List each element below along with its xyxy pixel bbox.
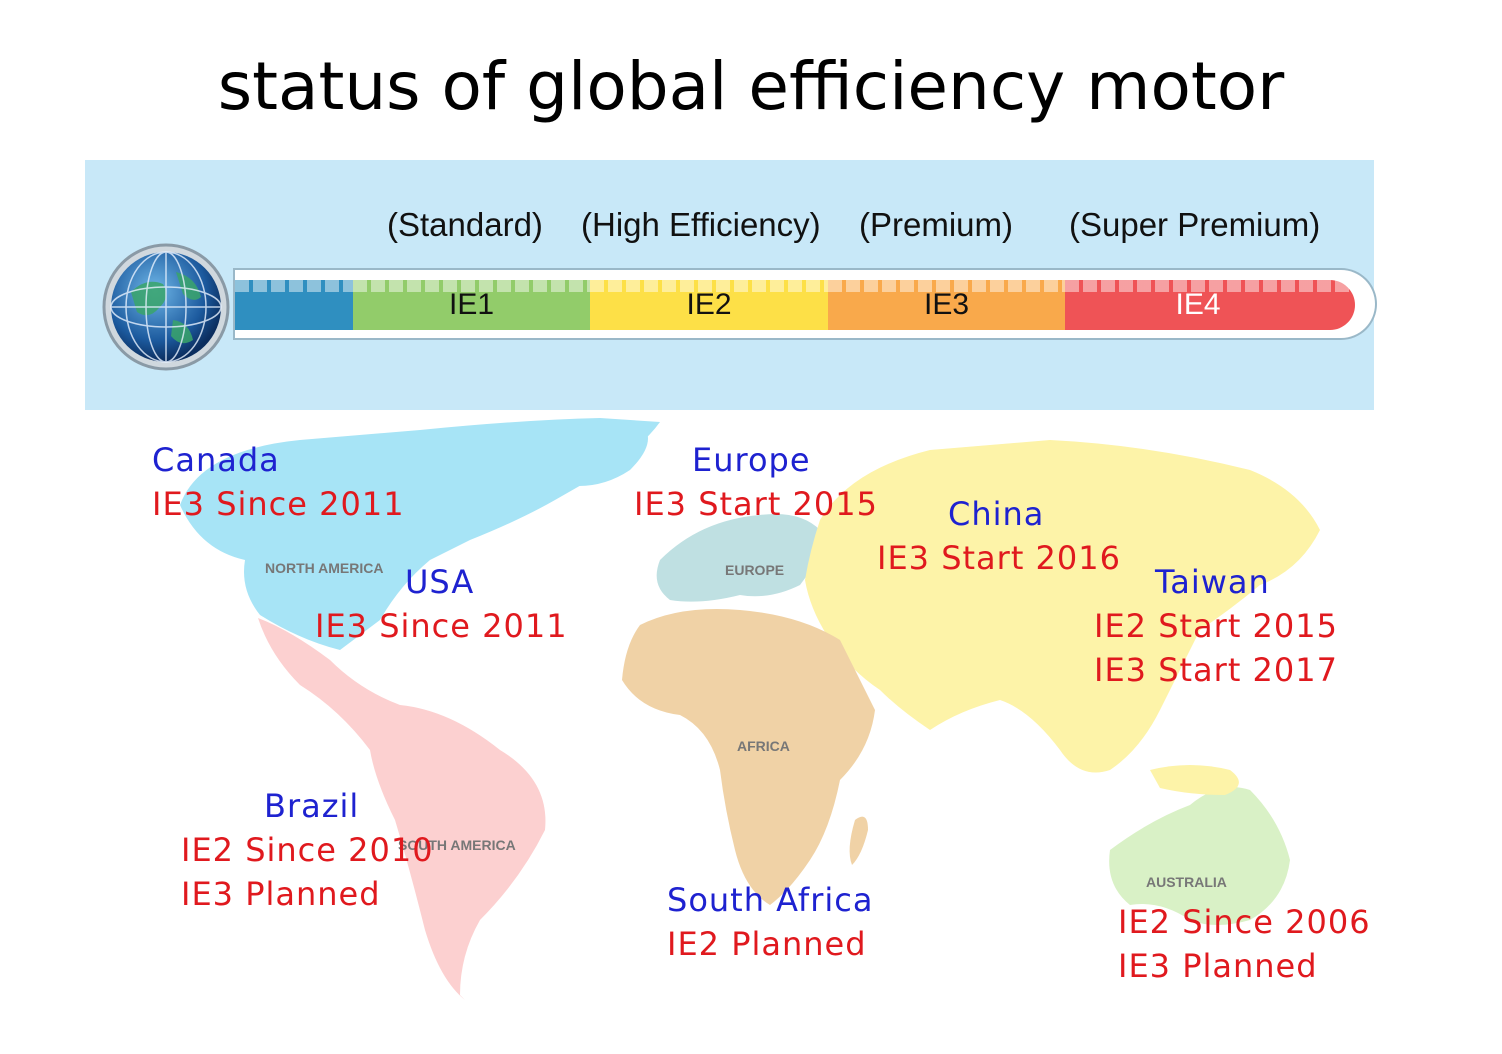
continent-label-south-america: SOUTH AMERICA xyxy=(398,837,516,853)
region-australia: IE2 Since 2006 IE3 Planned xyxy=(1118,900,1371,988)
continent-label-australia: AUSTRALIA xyxy=(1146,874,1227,890)
efficiency-thermometer: IE1 IE2 IE3 IE4 xyxy=(235,270,1375,338)
region-standard-canada: IE3 Since 2011 xyxy=(152,485,405,523)
world-map xyxy=(180,418,1320,1000)
asia-shape xyxy=(805,440,1320,773)
region-europe-name-block: Europe xyxy=(692,438,811,482)
region-name-china: China xyxy=(948,495,1045,533)
africa-shape xyxy=(622,609,875,905)
region-standard-brazil-1: IE2 Since 2010 xyxy=(181,831,434,869)
region-brazil: IE2 Since 2010 IE3 Planned xyxy=(181,828,434,916)
region-standard-usa: IE3 Since 2011 xyxy=(315,607,568,645)
segment-label-ie3: IE3 xyxy=(923,288,970,321)
region-name-europe: Europe xyxy=(692,441,811,479)
madagascar-shape xyxy=(849,816,868,865)
region-europe: IE3 Start 2015 xyxy=(634,482,878,526)
region-standard-taiwan-1: IE2 Start 2015 xyxy=(1094,607,1338,645)
region-standard-australia-2: IE3 Planned xyxy=(1118,947,1318,985)
region-standard-south-africa: IE2 Planned xyxy=(667,925,867,963)
region-china-name-block: China xyxy=(948,492,1044,536)
region-standard-china: IE3 Start 2016 xyxy=(877,539,1121,577)
region-standard-taiwan-2: IE3 Start 2017 xyxy=(1094,651,1338,689)
globe-icon xyxy=(102,243,230,371)
scale-segment-ie4: IE4 xyxy=(1065,280,1355,330)
scale-base-segment xyxy=(235,280,353,330)
region-usa-name-block: USA xyxy=(405,560,474,604)
southeast-asia-islands-shape xyxy=(1150,765,1239,795)
segment-label-ie4: IE4 xyxy=(1175,288,1221,321)
south-america-shape xyxy=(258,618,546,1000)
continent-label-north-america: NORTH AMERICA xyxy=(265,560,384,576)
region-china: IE3 Start 2016 xyxy=(877,536,1121,580)
scale-segment-ie3: IE3 xyxy=(828,280,1065,330)
class-label-ie4: (Super Premium) xyxy=(1069,206,1321,243)
continent-label-europe: EUROPE xyxy=(725,562,785,578)
page-title: status of global efficiency motor xyxy=(217,48,1285,125)
region-canada: Canada IE3 Since 2011 xyxy=(152,438,405,526)
europe-shape xyxy=(656,514,820,602)
class-label-ie2: (High Efficiency) xyxy=(581,206,821,243)
region-name-taiwan: Taiwan xyxy=(1155,563,1270,601)
class-label-ie1: (Standard) xyxy=(387,206,543,243)
class-label-ie3: (Premium) xyxy=(859,206,1013,243)
region-usa: IE3 Since 2011 xyxy=(315,604,568,648)
efficiency-scale-panel: (Standard) (High Efficiency) (Premium) (… xyxy=(85,160,1375,410)
scale-segment-ie1: IE1 xyxy=(353,280,590,330)
segment-label-ie2: IE2 xyxy=(686,288,732,321)
region-name-south-africa: South Africa xyxy=(667,881,874,919)
region-name-brazil: Brazil xyxy=(264,787,360,825)
region-standard-australia-1: IE2 Since 2006 xyxy=(1118,903,1371,941)
region-standard-brazil-2: IE3 Planned xyxy=(181,875,381,913)
scale-segment-ie2: IE2 xyxy=(590,280,828,330)
continent-label-africa: AFRICA xyxy=(737,738,790,754)
greenland-shape xyxy=(540,420,648,486)
region-brazil-name-block: Brazil xyxy=(264,784,359,828)
region-taiwan-name-block: Taiwan xyxy=(1155,560,1270,604)
region-taiwan: IE2 Start 2015 IE3 Start 2017 xyxy=(1094,604,1338,692)
north-america-shape xyxy=(180,418,660,650)
australia-shape xyxy=(1109,787,1290,925)
segment-label-ie1: IE1 xyxy=(448,288,495,321)
region-standard-europe: IE3 Start 2015 xyxy=(634,485,878,523)
region-name-usa: USA xyxy=(405,563,475,601)
region-south-africa: South Africa IE2 Planned xyxy=(667,878,873,966)
region-name-canada: Canada xyxy=(152,441,280,479)
